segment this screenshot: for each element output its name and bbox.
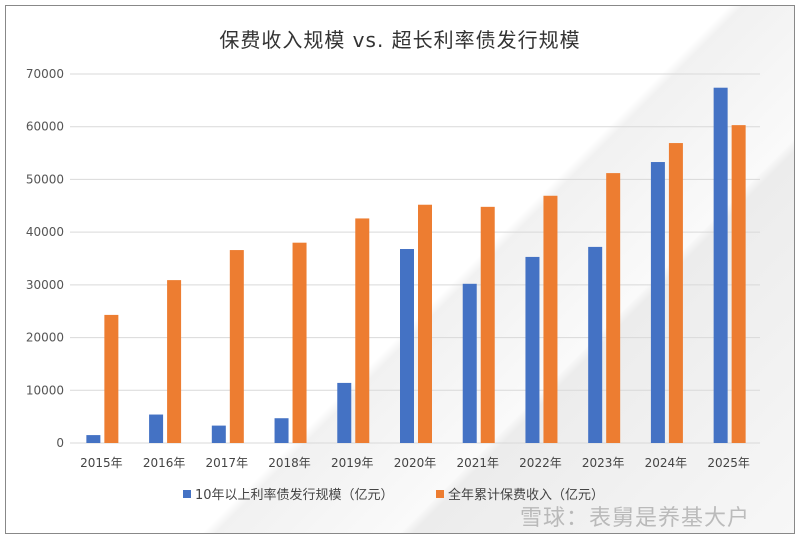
bar-premium bbox=[480, 206, 495, 443]
legend-swatch-orange bbox=[436, 489, 444, 498]
y-tick-label: 60000 bbox=[26, 120, 64, 134]
bar-premium bbox=[418, 204, 432, 443]
bar-bonds bbox=[337, 382, 352, 443]
bar-bonds bbox=[588, 246, 603, 443]
y-tick-label: 0 bbox=[56, 436, 64, 450]
bar-premium bbox=[355, 218, 370, 443]
bar-bonds bbox=[525, 256, 540, 443]
bar-premium bbox=[606, 173, 621, 444]
bar-premium bbox=[229, 250, 244, 443]
x-tick-label: 2023年 bbox=[582, 456, 625, 470]
bar-premium bbox=[543, 195, 558, 443]
bar-bonds bbox=[650, 162, 665, 444]
legend-item-bonds: 10年以上利率债发行规模（亿元） bbox=[183, 484, 394, 503]
bar-bonds bbox=[462, 283, 477, 443]
legend-label: 全年累计保费收入（亿元） bbox=[448, 488, 605, 503]
legend-swatch-blue bbox=[183, 489, 191, 498]
x-tick-label: 2022年 bbox=[519, 456, 562, 470]
x-tick-label: 2015年 bbox=[80, 456, 123, 470]
y-tick-label: 30000 bbox=[26, 278, 64, 292]
x-tick-label: 2019年 bbox=[331, 456, 374, 470]
y-tick-label: 10000 bbox=[26, 383, 64, 397]
bar-bonds bbox=[86, 435, 101, 443]
y-tick-label: 20000 bbox=[26, 331, 64, 345]
x-tick-label: 2024年 bbox=[645, 456, 688, 470]
bar-bonds bbox=[211, 425, 226, 443]
bar-premium bbox=[104, 314, 119, 443]
bar-bonds bbox=[400, 249, 414, 443]
watermark: 雪球：表舅是养基大户 bbox=[520, 506, 751, 531]
bar-bonds bbox=[274, 418, 289, 443]
x-tick-label: 2020年 bbox=[394, 456, 437, 470]
legend-label: 10年以上利率债发行规模（亿元） bbox=[195, 488, 394, 503]
bar-premium bbox=[292, 242, 307, 443]
y-tick-label: 50000 bbox=[26, 172, 64, 186]
x-tick-label: 2017年 bbox=[206, 456, 249, 470]
legend-item-premium: 全年累计保费收入（亿元） bbox=[436, 484, 604, 503]
x-tick-label: 2025年 bbox=[707, 456, 750, 470]
y-tick-label: 40000 bbox=[26, 225, 64, 239]
bar-premium bbox=[668, 143, 683, 443]
bar-premium bbox=[731, 125, 746, 443]
x-tick-label: 2016年 bbox=[143, 456, 186, 470]
bar-bonds bbox=[713, 87, 728, 443]
x-tick-label: 2021年 bbox=[456, 456, 499, 470]
chart-title: 保费收入规模 vs. 超长利率债发行规模 bbox=[219, 28, 581, 52]
x-tick-label: 2018年 bbox=[268, 456, 311, 470]
bar-premium bbox=[167, 280, 182, 443]
bar-bonds bbox=[149, 414, 164, 443]
y-tick-label: 70000 bbox=[26, 67, 64, 81]
